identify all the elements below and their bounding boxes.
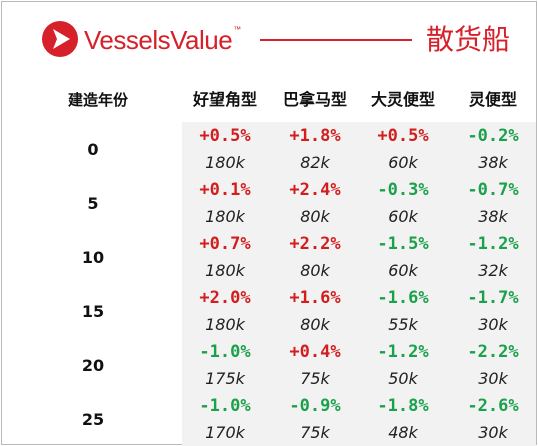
price-change-cell: +0.4% xyxy=(289,342,341,362)
vessel-value-cell: 48k xyxy=(388,423,418,442)
vessel-value-cell: 82k xyxy=(300,153,330,172)
price-change-cell: -0.9% xyxy=(289,396,341,416)
vessel-value-cell: 50k xyxy=(388,369,418,388)
price-change-cell: -1.0% xyxy=(199,396,251,416)
column-header: 大灵便型 xyxy=(370,90,435,109)
vessel-value-cell: 180k xyxy=(205,261,245,280)
price-change-cell: +2.4% xyxy=(289,180,341,200)
price-change-cell: -1.7% xyxy=(467,288,519,308)
trademark-mark: ™ xyxy=(233,25,241,34)
column-header: 巴拿马型 xyxy=(282,90,347,109)
price-change-cell: -1.6% xyxy=(377,288,429,308)
price-change-cell: -1.8% xyxy=(377,396,429,416)
brand-name: VesselsValue™ xyxy=(84,25,241,55)
price-change-cell: -2.6% xyxy=(467,396,519,416)
price-change-cell: -0.7% xyxy=(467,180,519,200)
vessel-value-cell: 55k xyxy=(388,315,418,334)
price-change-cell: +0.5% xyxy=(199,126,251,146)
vessel-value-cell: 180k xyxy=(205,153,245,172)
vessel-value-cell: 32k xyxy=(478,261,508,280)
vessel-value-cell: 30k xyxy=(478,369,508,388)
price-change-cell: +0.5% xyxy=(377,126,429,146)
vessel-value-cell: 75k xyxy=(300,369,330,388)
price-change-cell: -2.2% xyxy=(467,342,519,362)
price-change-cell: +2.0% xyxy=(199,288,251,308)
vessel-value-cell: 170k xyxy=(205,423,245,442)
price-change-cell: +1.8% xyxy=(289,126,341,146)
row-age-label: 25 xyxy=(81,410,105,429)
price-change-cell: -1.2% xyxy=(467,234,519,254)
price-change-cell: -1.2% xyxy=(377,342,429,362)
vessel-value-cell: 38k xyxy=(478,207,508,226)
row-age-label: 10 xyxy=(81,248,105,267)
price-change-cell: -1.5% xyxy=(377,234,429,254)
vessel-value-cell: 75k xyxy=(300,423,330,442)
row-age-label: 15 xyxy=(81,302,105,321)
vessel-value-cell: 60k xyxy=(388,261,418,280)
row-age-label: 0 xyxy=(87,140,99,159)
vessel-value-cell: 30k xyxy=(478,315,508,334)
vessel-value-cell: 80k xyxy=(300,207,330,226)
header-rule xyxy=(260,39,412,41)
price-change-cell: -0.2% xyxy=(467,126,519,146)
vessel-value-cell: 175k xyxy=(205,369,245,388)
price-change-cell: +2.2% xyxy=(289,234,341,254)
price-change-cell: +1.6% xyxy=(289,288,341,308)
column-header: 好望角型 xyxy=(192,90,257,109)
table-shaded-area xyxy=(182,122,536,446)
price-change-cell: +0.7% xyxy=(199,234,251,254)
vessel-value-cell: 60k xyxy=(388,153,418,172)
column-header: 灵便型 xyxy=(468,90,517,109)
price-change-cell: +0.1% xyxy=(199,180,251,200)
vessel-value-cell: 180k xyxy=(205,207,245,226)
vessel-value-cell: 60k xyxy=(388,207,418,226)
row-age-label: 20 xyxy=(81,356,105,375)
price-change-cell: -0.3% xyxy=(377,180,429,200)
vessel-value-cell: 80k xyxy=(300,261,330,280)
vesselsvalue-logo-icon xyxy=(42,21,78,57)
price-change-cell: -1.0% xyxy=(199,342,251,362)
vessel-value-cell: 30k xyxy=(478,423,508,442)
vessel-value-cell: 80k xyxy=(300,315,330,334)
vessel-value-cell: 180k xyxy=(205,315,245,334)
row-age-label: 5 xyxy=(87,194,99,213)
age-column-header: 建造年份 xyxy=(67,91,128,109)
page-title: 散货船 xyxy=(426,23,511,56)
vessel-value-cell: 38k xyxy=(478,153,508,172)
